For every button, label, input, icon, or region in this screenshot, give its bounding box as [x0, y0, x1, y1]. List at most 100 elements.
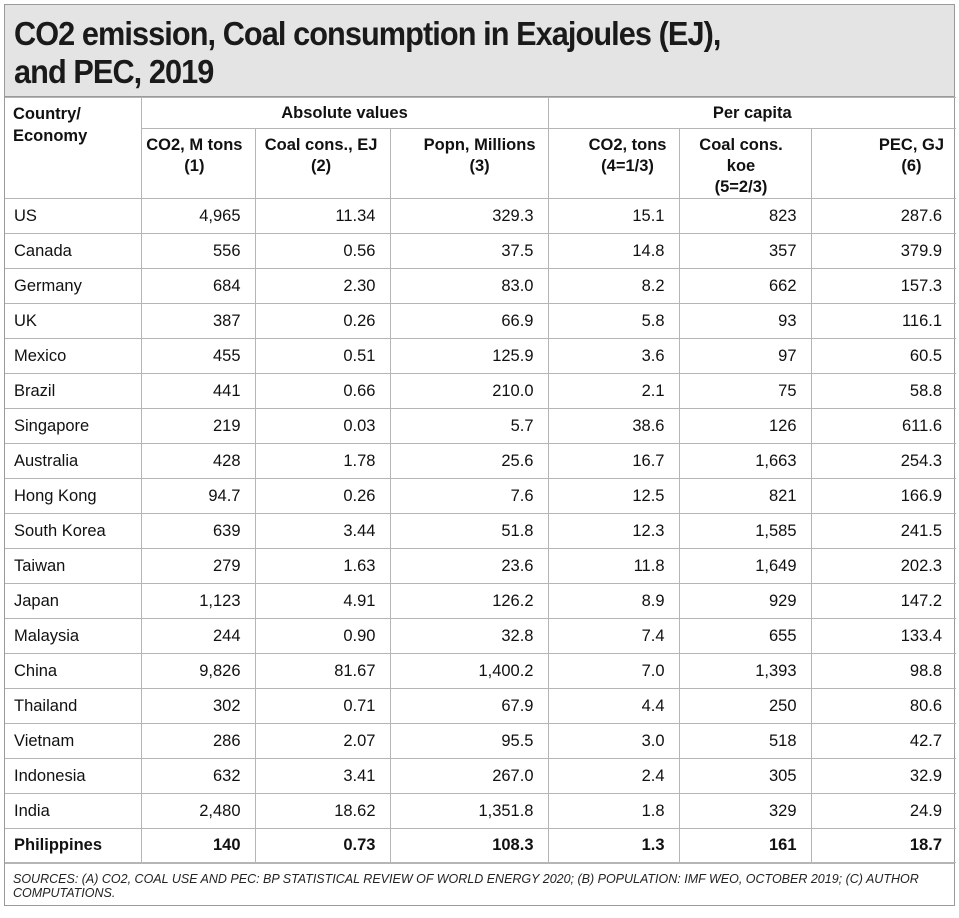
- table-cell: 379.9: [810, 233, 957, 269]
- table-cell: 9,826: [140, 653, 256, 689]
- table-frame: CO2 emission, Coal consumption in Exajou…: [4, 4, 957, 906]
- table-cell: 0.51: [254, 338, 391, 374]
- table-cell: 4.4: [547, 688, 680, 724]
- table-cell: 929: [678, 583, 812, 619]
- table-cell: 4.91: [254, 583, 391, 619]
- table-cell: 639: [140, 513, 256, 549]
- country-name: India: [5, 793, 142, 829]
- table-cell: 662: [678, 268, 812, 304]
- country-name: US: [5, 198, 142, 234]
- table-cell: 94.7: [140, 478, 256, 514]
- table-row: China 9,826 81.67 1,400.2 7.0 1,393 98.8: [5, 653, 957, 689]
- column-header-name: PEC, GJ: [878, 136, 945, 154]
- table-cell: 1,585: [678, 513, 812, 549]
- table-cell: 0.03: [254, 408, 391, 444]
- table-cell: 655: [678, 618, 812, 654]
- table-cell: 37.5: [389, 233, 549, 269]
- table-cell: 0.73: [254, 828, 391, 863]
- table-cell: 157.3: [810, 268, 957, 304]
- table-cell: 32.8: [389, 618, 549, 654]
- country-name: UK: [5, 303, 142, 339]
- table-cell: 0.26: [254, 303, 391, 339]
- table-row: Taiwan 279 1.63 23.6 11.8 1,649 202.3: [5, 548, 957, 584]
- country-name: Thailand: [5, 688, 142, 724]
- table-cell: 38.6: [547, 408, 680, 444]
- data-table: Country/ Economy Absolute values Per cap…: [5, 97, 957, 863]
- table-cell: 25.6: [389, 443, 549, 479]
- table-cell: 11.34: [254, 198, 391, 234]
- column-header-formula: (4=1/3): [601, 157, 654, 175]
- table-cell: 357: [678, 233, 812, 269]
- table-cell: 18.62: [254, 793, 391, 829]
- table-cell: 302: [140, 688, 256, 724]
- header-group-per-capita: Per capita: [547, 97, 957, 129]
- table-cell: 3.44: [254, 513, 391, 549]
- table-cell: 1,123: [140, 583, 256, 619]
- table-cell: 3.0: [547, 723, 680, 759]
- table-cell: 1.8: [547, 793, 680, 829]
- table-cell: 24.9: [810, 793, 957, 829]
- table-cell: 133.4: [810, 618, 957, 654]
- table-cell: 1,351.8: [389, 793, 549, 829]
- country-name: Philippines: [5, 828, 142, 863]
- country-name: South Korea: [5, 513, 142, 549]
- table-cell: 81.67: [254, 653, 391, 689]
- table-row: US 4,965 11.34 329.3 15.1 823 287.6: [5, 198, 957, 234]
- table-row: Canada 556 0.56 37.5 14.8 357 379.9: [5, 233, 957, 269]
- table-cell: 2.4: [547, 758, 680, 794]
- column-header: Coal cons., EJ (2): [254, 128, 391, 199]
- table-cell: 108.3: [389, 828, 549, 863]
- table-cell: 116.1: [810, 303, 957, 339]
- table-cell: 3.6: [547, 338, 680, 374]
- table-row: Brazil 441 0.66 210.0 2.1 75 58.8: [5, 373, 957, 409]
- table-cell: 97: [678, 338, 812, 374]
- table-row: Thailand 302 0.71 67.9 4.4 250 80.6: [5, 688, 957, 724]
- table-cell: 1,400.2: [389, 653, 549, 689]
- table-cell: 2.1: [547, 373, 680, 409]
- column-header: CO2, tons (4=1/3): [547, 128, 680, 199]
- table-cell: 1.78: [254, 443, 391, 479]
- column-header-name: Popn, Millions: [423, 136, 536, 154]
- table-cell: 3.41: [254, 758, 391, 794]
- table-cell: 8.9: [547, 583, 680, 619]
- table-cell: 95.5: [389, 723, 549, 759]
- table-cell: 1.63: [254, 548, 391, 584]
- title-box: CO2 emission, Coal consumption in Exajou…: [5, 5, 954, 97]
- column-header-formula: (5=2/3): [714, 178, 768, 196]
- table-row: Australia 428 1.78 25.6 16.7 1,663 254.3: [5, 443, 957, 479]
- table-cell: 23.6: [389, 548, 549, 584]
- table-cell: 202.3: [810, 548, 957, 584]
- country-name: Canada: [5, 233, 142, 269]
- column-header-formula: (2): [311, 157, 332, 175]
- table-cell: 166.9: [810, 478, 957, 514]
- title-line-2: and PEC, 2019: [14, 53, 214, 90]
- table-cell: 0.71: [254, 688, 391, 724]
- table-cell: 83.0: [389, 268, 549, 304]
- table-cell: 1,393: [678, 653, 812, 689]
- country-name: Brazil: [5, 373, 142, 409]
- country-name: China: [5, 653, 142, 689]
- table-cell: 1,649: [678, 548, 812, 584]
- table-cell: 12.3: [547, 513, 680, 549]
- table-cell: 126: [678, 408, 812, 444]
- table-cell: 161: [678, 828, 812, 863]
- country-name: Singapore: [5, 408, 142, 444]
- table-cell: 11.8: [547, 548, 680, 584]
- column-header: Coal cons. koe (5=2/3): [678, 128, 812, 199]
- table-cell: 18.7: [810, 828, 957, 863]
- table-cell: 684: [140, 268, 256, 304]
- column-header: CO2, M tons (1): [141, 128, 256, 199]
- table-cell: 286: [140, 723, 256, 759]
- table-cell: 823: [678, 198, 812, 234]
- table-cell: 42.7: [810, 723, 957, 759]
- table-row: Indonesia 632 3.41 267.0 2.4 305 32.9: [5, 758, 957, 794]
- table-cell: 329: [678, 793, 812, 829]
- table-cell: 66.9: [389, 303, 549, 339]
- table-cell: 455: [140, 338, 256, 374]
- title-line-1: CO2 emission, Coal consumption in Exajou…: [14, 15, 721, 52]
- table-cell: 60.5: [810, 338, 957, 374]
- country-name: Germany: [5, 268, 142, 304]
- table-cell: 387: [140, 303, 256, 339]
- table-row: Germany 684 2.30 83.0 8.2 662 157.3: [5, 268, 957, 304]
- header-group-absolute: Absolute values: [140, 97, 549, 129]
